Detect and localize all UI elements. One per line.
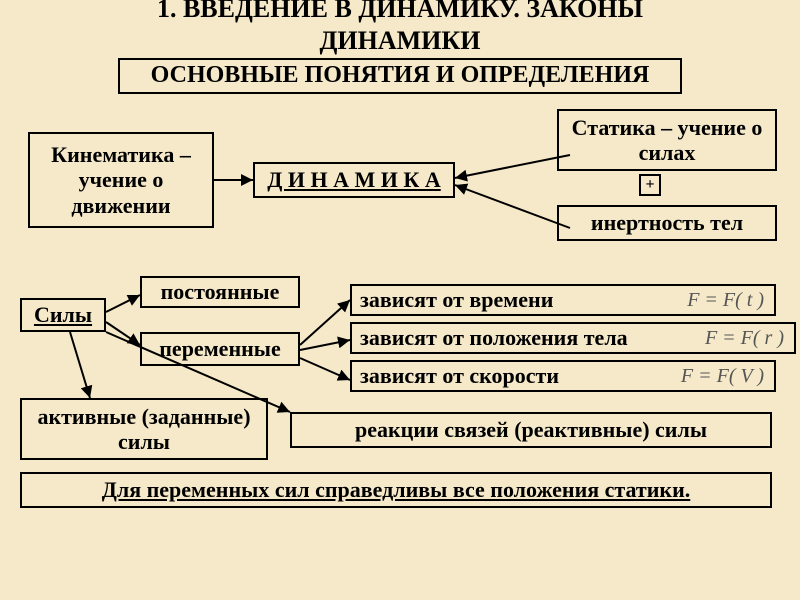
formula-position: F = F( r ) xyxy=(705,327,784,350)
box-plus: + xyxy=(639,174,661,196)
label-depends-time: зависят от времени xyxy=(360,287,553,313)
heading-line-1: 1. ВВЕДЕНИЕ В ДИНАМИКУ. ЗАКОНЫ xyxy=(0,0,800,24)
box-kinematics: Кинематика – учение о движении xyxy=(28,132,214,228)
label-depends-position: зависят от положения тела xyxy=(360,325,628,351)
row-depends-velocity: зависят от скорости F = F( V ) xyxy=(350,360,776,392)
box-active-forces: активные (заданные) силы xyxy=(20,398,268,460)
box-inertia: инертность тел xyxy=(557,205,777,241)
row-depends-time: зависят от времени F = F( t ) xyxy=(350,284,776,316)
box-variable: переменные xyxy=(140,332,300,366)
row-depends-position: зависят от положения тела F = F( r ) xyxy=(350,322,796,354)
heading-line-2: ДИНАМИКИ xyxy=(0,26,800,56)
formula-velocity: F = F( V ) xyxy=(681,365,764,388)
box-reaction-forces: реакции связей (реактивные) силы xyxy=(290,412,772,448)
diagram-canvas: { "title": { "line1": "1. ВВЕДЕНИЕ В ДИН… xyxy=(0,0,800,600)
box-main-concepts: ОСНОВНЫЕ ПОНЯТИЯ И ОПРЕДЕЛЕНИЯ xyxy=(118,58,682,94)
box-footer: Для переменных сил справедливы все полож… xyxy=(20,472,772,508)
formula-time: F = F( t ) xyxy=(687,289,764,312)
label-depends-velocity: зависят от скорости xyxy=(360,363,559,389)
box-forces: Силы xyxy=(20,298,106,332)
box-dynamics: Д И Н А М И К А xyxy=(253,162,455,198)
box-constant: постоянные xyxy=(140,276,300,308)
box-statics: Статика – учение о силах xyxy=(557,109,777,171)
